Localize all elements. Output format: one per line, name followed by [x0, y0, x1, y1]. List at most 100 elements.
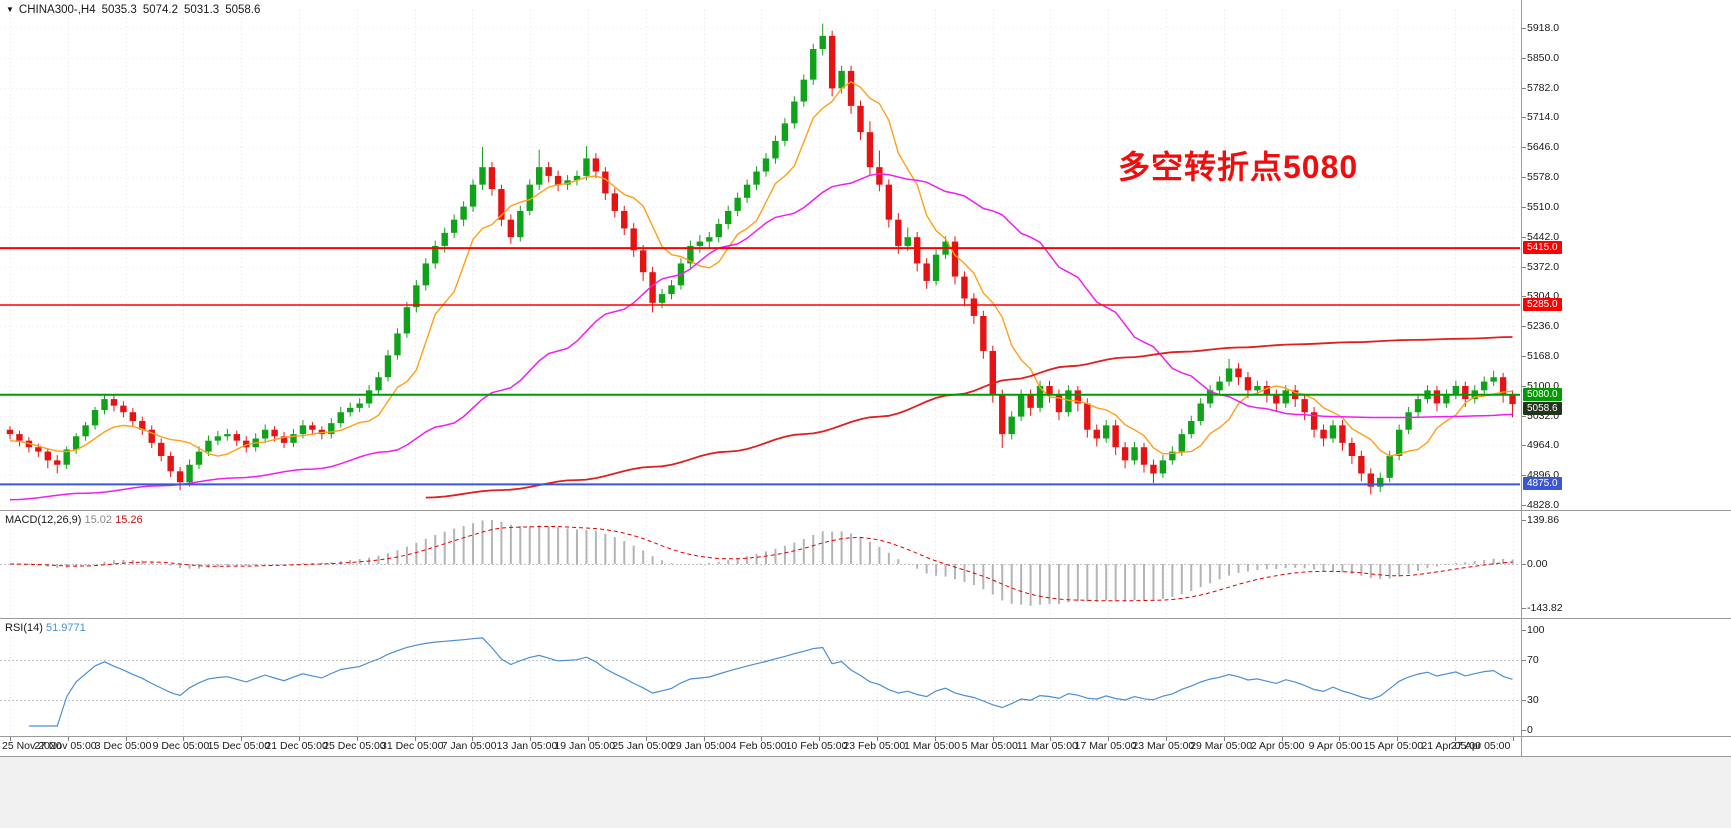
candle-body: [781, 123, 789, 141]
candle-body: [6, 429, 14, 435]
candle-body: [715, 224, 722, 238]
candle-body: [1065, 390, 1072, 413]
candle-body: [309, 425, 316, 430]
candle-body: [999, 394, 1006, 435]
candle-body: [621, 210, 628, 229]
candle-body: [441, 232, 448, 246]
candle-body: [1499, 377, 1507, 395]
candle-body: [1103, 425, 1110, 439]
candles-layer: [6, 23, 1516, 495]
slow-ma-line: [425, 336, 1513, 499]
candle-body: [1310, 412, 1318, 430]
candle-body: [762, 158, 770, 172]
candle-body: [1254, 385, 1261, 391]
rsi-tick-label: 0: [1527, 724, 1533, 736]
candle-body: [772, 140, 779, 159]
time-tick-label: 31 Dec 05:00: [381, 740, 444, 752]
candle-body: [1443, 394, 1450, 404]
candle-body: [205, 440, 212, 452]
candle-body: [1358, 455, 1365, 474]
macd-value-main: 15.02: [84, 514, 113, 526]
price-tick-label: 5918.0: [1527, 22, 1560, 34]
candle-body: [450, 219, 458, 233]
candle-body: [498, 189, 505, 220]
candle-body: [1197, 403, 1204, 421]
candle-body: [1235, 368, 1242, 378]
price-tick-label: 5510.0: [1527, 200, 1560, 213]
price-tick-label: 5578.0: [1527, 171, 1560, 184]
candle-body: [1405, 412, 1412, 430]
candle-body: [1093, 429, 1100, 439]
candle-body: [394, 333, 401, 356]
price-axis[interactable]: 5918.0 5850.0 5782.0 5714.0 5646.0 5578.0 5510…: [1522, 0, 1731, 757]
candle-body: [1206, 390, 1214, 404]
candle-body: [876, 167, 883, 185]
candle-body: [1140, 447, 1148, 465]
time-tick-label: 1 Mar 05:00: [904, 740, 961, 752]
candle-body: [186, 464, 193, 483]
grid-layer: [0, 10, 1520, 735]
candle-body: [1074, 390, 1082, 404]
time-tick-label: 21 Apr 05:00: [1421, 740, 1481, 752]
rsi-value: 51.9771: [45, 622, 86, 634]
candle-body: [866, 132, 874, 168]
candle-body: [328, 423, 335, 435]
candle-body: [847, 70, 855, 106]
candle-body: [384, 355, 392, 378]
candle-body: [1490, 377, 1497, 382]
candle-body: [602, 171, 609, 194]
candle-body: [1263, 385, 1271, 395]
candle-body: [82, 425, 89, 437]
low-value: 5031.3: [184, 4, 220, 16]
candle-body: [970, 298, 978, 316]
rsi-name: RSI(14): [5, 622, 43, 634]
frame-layer: [0, 0, 1731, 757]
candle-body: [356, 403, 363, 408]
candle-body: [904, 237, 911, 246]
time-axis[interactable]: 25 Nov 2020 27 Nov 05:00 3 Dec 05:00 9 Dec …: [0, 737, 1520, 756]
candle-body: [139, 420, 146, 430]
candle-body: [857, 105, 864, 133]
price-tag-5285.0: 5285.0: [1523, 298, 1562, 311]
candle-body: [1225, 368, 1233, 382]
candle-body: [592, 158, 600, 172]
candle-body: [422, 263, 429, 286]
time-tick-label: 25 Dec 05:00: [323, 740, 386, 752]
candle-body: [261, 429, 269, 439]
candle-body: [564, 180, 571, 185]
current-price-tag: 5058.6: [1523, 402, 1562, 416]
candle-body: [1027, 394, 1034, 408]
collapse-arrow-icon[interactable]: ▼: [6, 5, 14, 14]
candle-body: [630, 228, 637, 251]
candle-body: [1414, 399, 1422, 413]
candle-body: [1150, 464, 1157, 474]
candle-body: [176, 471, 184, 483]
high-value: 5074.2: [142, 4, 178, 16]
macd-tick-label: 0.00: [1527, 558, 1548, 570]
time-tick-label: 9 Apr 05:00: [1308, 740, 1363, 752]
rsi-tick-label: 100: [1527, 624, 1545, 636]
candle-body: [526, 184, 533, 211]
candle-body: [914, 237, 921, 264]
candle-body: [1452, 385, 1460, 395]
time-tick-label: 25 Nov 2020: [2, 740, 62, 752]
candle-body: [545, 167, 552, 176]
time-tick-label: 27 Nov 05:00: [34, 740, 97, 752]
symbol-ohlc-label: ▼ CHINA300-,H4 5035.3 5074.2 5031.3 5058.6: [6, 4, 266, 16]
candle-body: [1395, 429, 1403, 456]
candle-body: [299, 425, 307, 435]
time-tick-label: 4 Feb 05:00: [730, 740, 787, 752]
candle-body: [1462, 385, 1469, 400]
candle-body: [110, 399, 118, 406]
price-tick-label: 5646.0: [1527, 141, 1560, 154]
candle-body: [687, 245, 694, 264]
candle-body: [214, 436, 222, 441]
candle-body: [63, 449, 70, 465]
candle-body: [347, 407, 354, 413]
candle-body: [649, 272, 656, 303]
candle-body: [951, 241, 959, 277]
candle-body: [432, 245, 439, 264]
candle-body: [961, 276, 968, 299]
